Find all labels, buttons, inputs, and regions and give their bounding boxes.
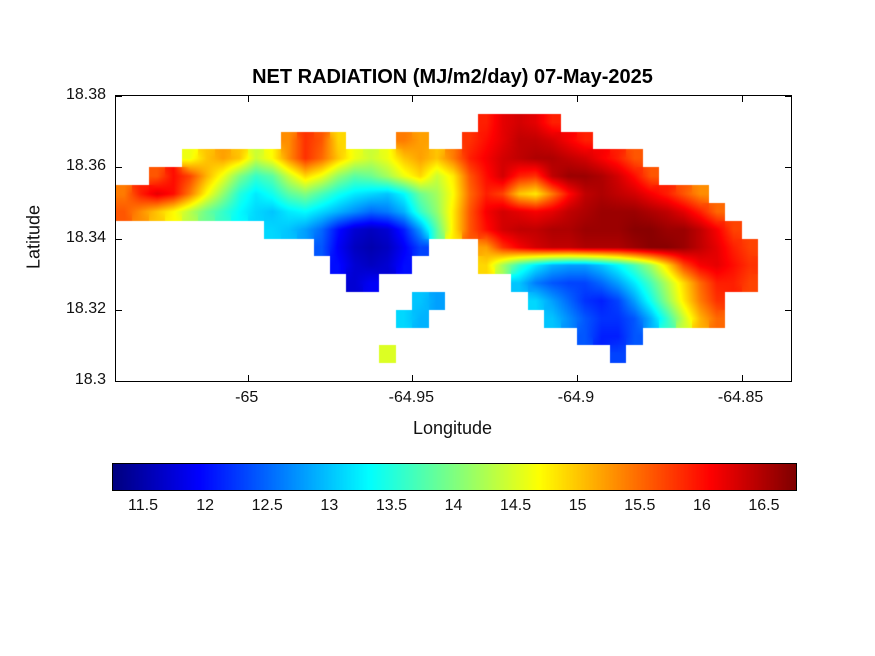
x-tick-label: -64.9 (557, 389, 595, 406)
y-tick-label: 18.36 (65, 157, 106, 175)
x-axis-label: Longitude (412, 418, 493, 438)
x-axis-tick-labels: -65 -64.95 -64.9 -64.85 (115, 389, 790, 411)
x-tick-label: -65 (235, 389, 259, 406)
colorbar-tick-label: 11.5 (128, 497, 159, 514)
colorbar-tick-label: 12.5 (251, 497, 283, 514)
y-axis-label: Latitude (23, 204, 44, 270)
y-tick-mark (116, 96, 122, 97)
x-tick-mark (741, 375, 743, 381)
y-axis-tick-labels: 18.3 18.32 18.34 18.36 18.38 (38, 86, 106, 388)
colorbar-canvas (113, 464, 796, 490)
colorbar-tick-label: 15 (568, 497, 587, 514)
colorbar (112, 463, 797, 491)
heatmap-canvas (116, 96, 791, 381)
y-tick-label: 18.34 (65, 228, 106, 246)
y-tick-mark (785, 167, 791, 169)
colorbar-tick-label: 15.5 (624, 497, 656, 514)
x-tick-mark (741, 96, 743, 102)
y-tick-mark (785, 238, 791, 240)
colorbar-tick-label: 14.5 (500, 497, 532, 514)
y-tick-mark (116, 167, 122, 169)
colorbar-tick-label: 14 (444, 497, 463, 514)
colorbar-tick-label: 12 (196, 497, 215, 514)
y-tick-mark (116, 309, 122, 311)
colorbar-tick-label: 13 (320, 497, 339, 514)
y-tick-mark (785, 381, 791, 382)
x-tick-mark (576, 96, 578, 102)
y-tick-mark (785, 309, 791, 311)
colorbar-tick-label: 13.5 (375, 497, 407, 514)
y-tick-label: 18.32 (65, 299, 106, 317)
chart-title: NET RADIATION (MJ/m2/day) 07-May-2025 (252, 66, 653, 88)
y-tick-label: 18.3 (74, 371, 106, 388)
x-tick-mark (412, 96, 414, 102)
plot-area (115, 95, 792, 382)
y-tick-mark (785, 96, 791, 97)
y-tick-label: 18.38 (65, 86, 106, 103)
x-tick-label: -64.85 (717, 389, 764, 406)
x-tick-mark (247, 375, 249, 381)
x-tick-label: -64.95 (388, 389, 435, 406)
colorbar-tick-label: 16 (692, 497, 711, 514)
y-tick-mark (116, 381, 122, 382)
colorbar-tick-labels: 11.5 12 12.5 13 13.5 14 14.5 15 15.5 16 16.5 (112, 497, 795, 519)
x-tick-mark (576, 375, 578, 381)
y-tick-mark (116, 238, 122, 240)
colorbar-tick-label: 16.5 (748, 497, 780, 514)
x-tick-mark (247, 96, 249, 102)
x-tick-mark (412, 375, 414, 381)
